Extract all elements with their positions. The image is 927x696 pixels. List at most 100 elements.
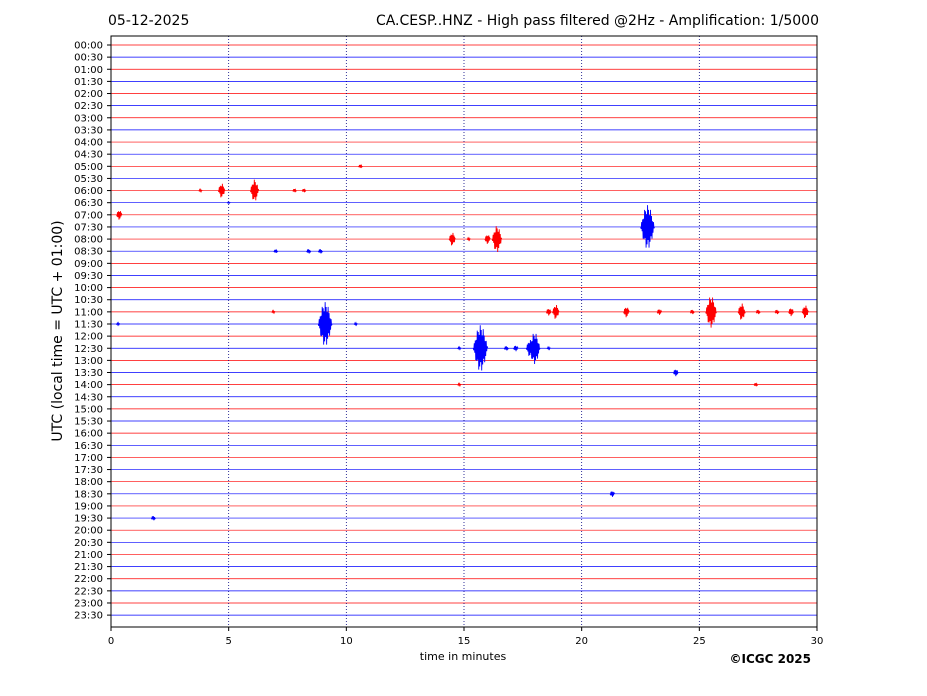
row-label: 10:00 (74, 283, 103, 294)
row-label: 18:30 (74, 489, 103, 500)
seismic-event (673, 369, 679, 377)
seismic-event (226, 201, 231, 205)
seismic-event (353, 321, 358, 327)
x-tick-label: 0 (108, 636, 114, 647)
row-label: 03:30 (74, 125, 103, 136)
seismic-event (623, 307, 630, 318)
row-label: 09:00 (74, 259, 103, 270)
row-label: 02:00 (74, 89, 103, 100)
row-label: 17:00 (74, 453, 103, 464)
seismic-event (273, 248, 279, 253)
x-tick-label: 30 (811, 636, 824, 647)
seismic-event (484, 235, 491, 244)
seismic-event (491, 226, 503, 253)
seismic-event (249, 179, 260, 201)
x-tick-label: 15 (458, 636, 471, 647)
seismic-event (358, 163, 363, 169)
row-label: 22:00 (74, 574, 103, 585)
row-label: 14:30 (74, 392, 103, 403)
row-label: 21:00 (74, 550, 103, 561)
row-label: 20:00 (74, 526, 103, 537)
seismic-event (306, 249, 312, 254)
row-label: 10:30 (74, 295, 103, 306)
row-label: 20:30 (74, 538, 103, 549)
seismic-event (737, 303, 746, 320)
plot-frame (110, 35, 818, 628)
row-label: 07:30 (74, 222, 103, 233)
seismic-event (301, 188, 307, 193)
seismic-event (150, 516, 156, 521)
seismic-event (788, 308, 795, 317)
row-label: 06:30 (74, 198, 103, 209)
seismic-event (116, 211, 123, 220)
seismic-event (689, 309, 695, 315)
seismic-event (640, 205, 655, 248)
row-label: 13:00 (74, 356, 103, 367)
row-label: 22:30 (74, 586, 103, 597)
row-label: 03:00 (74, 113, 103, 124)
seismic-event (609, 491, 615, 497)
seismic-event (755, 309, 761, 315)
x-axis-label: time in minutes (420, 650, 507, 663)
y-axis-label: UTC (local time = UTC + 01:00) (50, 220, 66, 441)
row-label: 18:00 (74, 477, 103, 488)
seismic-event (457, 382, 462, 387)
seismic-event (317, 249, 323, 254)
seismic-events (115, 163, 809, 521)
row-label: 21:30 (74, 562, 103, 573)
seismic-event (552, 305, 560, 319)
row-label: 04:00 (74, 138, 103, 149)
x-tick-label: 10 (340, 636, 353, 647)
row-label: 16:00 (74, 429, 103, 440)
seismic-event (774, 309, 780, 315)
row-label: 01:30 (74, 77, 103, 88)
hour-tick-labels: 00:0000:3001:0001:3002:0002:3003:0003:30… (74, 41, 111, 622)
row-label: 19:00 (74, 501, 103, 512)
row-label: 01:00 (74, 65, 103, 76)
row-label: 06:00 (74, 186, 103, 197)
row-label: 23:00 (74, 598, 103, 609)
x-axis-ticks: 0 5 10 15 20 25 30 (108, 627, 824, 647)
row-label: 19:30 (74, 514, 103, 525)
row-label: 08:00 (74, 235, 103, 246)
chart-title: CA.CESP..HNZ - High pass filtered @2Hz -… (376, 13, 819, 29)
seismic-event (503, 346, 509, 351)
seismic-event (528, 333, 541, 365)
row-label: 05:00 (74, 162, 103, 173)
row-label: 09:30 (74, 271, 103, 282)
x-tick-label: 25 (693, 636, 706, 647)
row-label: 08:30 (74, 247, 103, 258)
seismic-event (317, 302, 333, 345)
seismic-event (115, 321, 121, 327)
seismic-event (656, 309, 662, 315)
row-label: 12:00 (74, 332, 103, 343)
seismic-event (546, 345, 551, 351)
row-label: 11:30 (74, 319, 103, 330)
row-label: 12:30 (74, 344, 103, 355)
seismic-event (705, 297, 717, 328)
seismic-event (198, 187, 203, 193)
row-label: 00:30 (74, 53, 103, 64)
x-tick-label: 20 (575, 636, 588, 647)
row-label: 07:00 (74, 210, 103, 221)
seismic-event (271, 309, 276, 315)
seismic-event (472, 325, 489, 371)
seismic-event (217, 183, 226, 198)
row-label: 05:30 (74, 174, 103, 185)
seismic-event (292, 188, 297, 193)
row-label: 17:30 (74, 465, 103, 476)
row-label: 15:30 (74, 417, 103, 428)
x-tick-label: 5 (225, 636, 231, 647)
row-label: 11:00 (74, 307, 103, 318)
row-label: 13:30 (74, 368, 103, 379)
seismic-event (466, 236, 471, 242)
seismic-event (801, 305, 809, 319)
row-label: 14:00 (74, 380, 103, 391)
minute-gridlines (228, 36, 700, 627)
date-label: 05-12-2025 (108, 13, 189, 29)
seismic-event (545, 309, 552, 316)
seismic-event (753, 382, 759, 387)
row-label: 00:00 (74, 41, 103, 52)
seismic-event (457, 345, 462, 351)
